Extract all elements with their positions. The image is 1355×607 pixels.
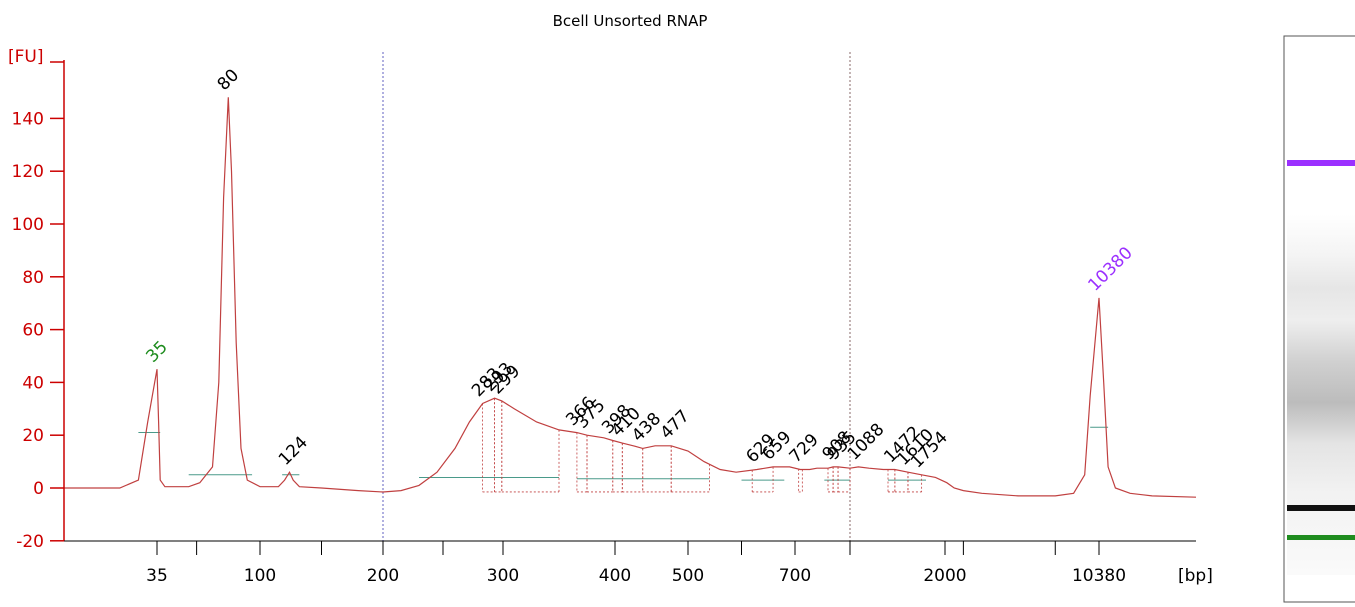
x-tick-label: 300 bbox=[487, 566, 519, 586]
y-ticks: -20 0 20 40 60 80 100 120 140 bbox=[12, 109, 64, 552]
trace-layer bbox=[64, 97, 1197, 498]
y-tick-label: 120 bbox=[12, 162, 44, 182]
y-tick-label: 80 bbox=[22, 268, 44, 288]
y-tick-label: 60 bbox=[22, 321, 44, 341]
axes bbox=[50, 60, 1196, 542]
peak-label: 80 bbox=[214, 65, 243, 94]
gel-lane bbox=[1283, 35, 1355, 603]
y-tick-label: 0 bbox=[33, 479, 44, 499]
region-lines bbox=[382, 52, 851, 541]
peak-label: 124 bbox=[275, 433, 312, 470]
peak-label: 10380 bbox=[1084, 243, 1136, 295]
trace-line bbox=[64, 97, 1197, 498]
x-tick-label: 2000 bbox=[923, 566, 966, 586]
x-ticks: 35 100 200 300 400 500 700 2000 10380 bbox=[146, 541, 1126, 586]
gel-band-upper-marker bbox=[1287, 160, 1355, 166]
peak-label: 477 bbox=[657, 406, 694, 443]
x-tick-label: 200 bbox=[367, 566, 399, 586]
peak-label: 729 bbox=[786, 430, 823, 467]
x-tick-label: 35 bbox=[146, 566, 168, 586]
y-tick-label: 140 bbox=[12, 109, 44, 129]
gel-smear bbox=[1287, 165, 1355, 575]
y-axis-label: [FU] bbox=[8, 47, 44, 67]
x-tick-label: 100 bbox=[244, 566, 276, 586]
x-tick-label: 400 bbox=[599, 566, 631, 586]
peak-label: 35 bbox=[142, 337, 171, 366]
y-tick-label: 40 bbox=[22, 373, 44, 393]
gel-band-lower-marker bbox=[1287, 535, 1355, 540]
x-tick-label: 700 bbox=[779, 566, 811, 586]
peak-baselines bbox=[138, 398, 1109, 493]
x-tick-label: 10380 bbox=[1072, 566, 1126, 586]
y-tick-label: 20 bbox=[22, 426, 44, 446]
y-tick-label: -20 bbox=[16, 532, 44, 552]
y-tick-label: 100 bbox=[12, 215, 44, 235]
chart-title: Bcell Unsorted RNAP bbox=[553, 12, 708, 30]
peak-labels: 3580124283293299366375398410438477629659… bbox=[142, 65, 1136, 472]
gel-band-80 bbox=[1287, 505, 1355, 511]
x-axis-label: [bp] bbox=[1178, 566, 1213, 586]
x-tick-label: 500 bbox=[672, 566, 704, 586]
